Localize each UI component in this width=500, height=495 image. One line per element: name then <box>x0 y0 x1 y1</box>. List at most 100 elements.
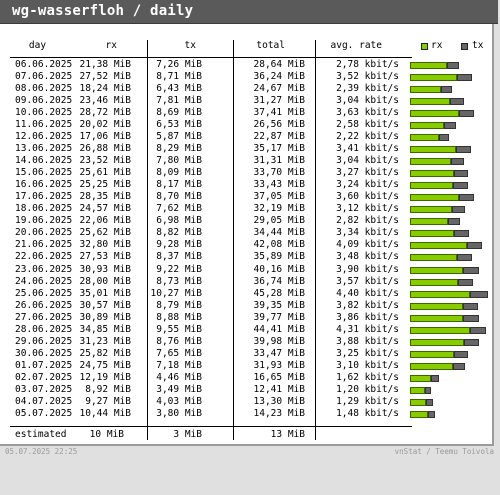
tx-cell: 8,73 MiB <box>156 275 202 287</box>
day-cell: 27.06.2025 <box>15 311 73 323</box>
rate-cell: 3,82 kbit/s <box>336 299 399 311</box>
rx-cell: 31,23 MiB <box>79 335 131 347</box>
tx-bar <box>426 398 433 406</box>
table-row: 11.06.2025 20,02 MiB 6,53 MiB 26,56 MiB 2,58… <box>0 119 494 131</box>
rate-cell: 3,86 kbit/s <box>336 311 399 323</box>
table-row: 25.06.2025 35,01 MiB 10,27 MiB 45,28 MiB 4,4… <box>0 287 494 300</box>
day-cell: 09.06.2025 <box>15 95 73 107</box>
rate-cell: 2,58 kbit/s <box>336 119 399 131</box>
rx-cell: 28,72 MiB <box>79 107 131 119</box>
rate-cell: 3,48 kbit/s <box>336 251 399 263</box>
tx-cell: 8,37 MiB <box>156 251 202 263</box>
rx-bar <box>410 386 425 394</box>
tx-cell: 4,03 MiB <box>156 395 202 407</box>
day-cell: 22.06.2025 <box>15 251 73 263</box>
total-cell: 35,17 MiB <box>253 143 305 155</box>
header-divider <box>10 57 412 58</box>
rate-cell: 1,62 kbit/s <box>336 371 399 383</box>
footer-credit: vnStat / Teemu Toivola <box>394 447 494 456</box>
table-row: 10.06.2025 28,72 MiB 8,69 MiB 37,41 MiB 3,63… <box>0 107 494 119</box>
rate-cell: 3,04 kbit/s <box>336 155 399 167</box>
legend-rx-swatch <box>421 43 428 50</box>
total-cell: 34,44 MiB <box>253 227 305 239</box>
rate-cell: 1,20 kbit/s <box>336 383 399 395</box>
rate-cell: 3,90 kbit/s <box>336 263 399 275</box>
rx-cell: 10,44 MiB <box>79 407 131 419</box>
rx-cell: 18,24 MiB <box>79 83 131 95</box>
total-cell: 33,43 MiB <box>253 179 305 191</box>
rx-bar <box>410 362 453 370</box>
rx-cell: 23,46 MiB <box>79 95 131 107</box>
rx-bar <box>410 230 454 238</box>
tx-bar <box>431 374 439 382</box>
tx-bar <box>448 218 460 226</box>
table-row: 07.06.2025 27,52 MiB 8,71 MiB 36,24 MiB 3,52… <box>0 71 494 83</box>
table-row: 27.06.2025 30,89 MiB 8,88 MiB 39,77 MiB 3,86… <box>0 311 494 324</box>
tx-cell: 8,76 MiB <box>156 335 202 347</box>
rx-bar <box>410 398 426 406</box>
total-cell: 39,98 MiB <box>253 335 305 347</box>
table-row: 24.06.2025 28,00 MiB 8,73 MiB 36,74 MiB 3,57… <box>0 275 494 288</box>
tx-bar <box>456 146 471 154</box>
legend-tx-label: tx <box>472 40 484 51</box>
total-cell: 31,27 MiB <box>253 95 305 107</box>
tx-bar <box>454 230 469 238</box>
total-cell: 29,05 MiB <box>253 215 305 227</box>
rx-cell: 25,25 MiB <box>79 179 131 191</box>
day-cell: 16.06.2025 <box>15 179 73 191</box>
rate-cell: 1,48 kbit/s <box>336 407 399 419</box>
rate-cell: 3,24 kbit/s <box>336 179 399 191</box>
day-cell: 24.06.2025 <box>15 275 73 287</box>
tx-cell: 10,27 MiB <box>150 287 202 299</box>
day-cell: 14.06.2025 <box>15 155 73 167</box>
rx-bar <box>410 302 463 310</box>
day-cell: 01.07.2025 <box>15 359 73 371</box>
table-row: 14.06.2025 23,52 MiB 7,80 MiB 31,31 MiB 3,04… <box>0 155 494 167</box>
rx-bar <box>410 98 450 106</box>
page-title: wg-wasserfloh / daily <box>12 3 194 19</box>
total-cell: 28,64 MiB <box>253 59 305 70</box>
rx-bar <box>410 410 428 418</box>
total-cell: 35,89 MiB <box>253 251 305 263</box>
rx-bar <box>410 206 452 214</box>
rate-cell: 3,57 kbit/s <box>336 275 399 287</box>
table-row: 26.06.2025 30,57 MiB 8,79 MiB 39,35 MiB 3,82… <box>0 299 494 312</box>
total-cell: 36,74 MiB <box>253 275 305 287</box>
legend-rx-label: rx <box>431 40 443 51</box>
day-cell: 29.06.2025 <box>15 335 73 347</box>
rx-cell: 25,82 MiB <box>79 347 131 359</box>
rate-cell: 4,31 kbit/s <box>336 323 399 335</box>
total-cell: 31,93 MiB <box>253 359 305 371</box>
rx-bar <box>410 350 454 358</box>
table-row: 09.06.2025 23,46 MiB 7,81 MiB 31,27 MiB 3,04… <box>0 95 494 107</box>
rate-cell: 3,10 kbit/s <box>336 359 399 371</box>
tx-bar <box>439 134 449 142</box>
rx-bar <box>410 242 467 250</box>
rx-cell: 30,89 MiB <box>79 311 131 323</box>
rx-bar <box>410 278 458 286</box>
day-cell: 10.06.2025 <box>15 107 73 119</box>
day-cell: 12.06.2025 <box>15 131 73 143</box>
tx-bar <box>459 110 474 118</box>
rx-cell: 26,88 MiB <box>79 143 131 155</box>
tx-cell: 7,80 MiB <box>156 155 202 167</box>
rx-bar <box>410 374 431 382</box>
tx-cell: 7,26 MiB <box>156 59 202 70</box>
rx-cell: 34,85 MiB <box>79 323 131 335</box>
tx-bar <box>454 170 468 178</box>
tx-bar <box>447 62 459 69</box>
rate-cell: 3,25 kbit/s <box>336 347 399 359</box>
rx-bar <box>410 146 456 154</box>
rx-bar <box>410 170 454 178</box>
tx-bar <box>470 326 486 334</box>
rate-cell: 1,29 kbit/s <box>336 395 399 407</box>
rate-cell: 3,60 kbit/s <box>336 191 399 203</box>
table-row: 19.06.2025 22,06 MiB 6,98 MiB 29,05 MiB 2,82… <box>0 216 494 227</box>
total-cell: 37,41 MiB <box>253 107 305 119</box>
tx-bar <box>457 254 472 262</box>
tx-cell: 9,55 MiB <box>156 323 202 335</box>
total-cell: 39,77 MiB <box>253 311 305 323</box>
rx-cell: 24,75 MiB <box>79 359 131 371</box>
tx-bar <box>464 338 479 346</box>
table-row: 12.06.2025 17,06 MiB 5,87 MiB 22,87 MiB 2,22… <box>0 131 494 143</box>
